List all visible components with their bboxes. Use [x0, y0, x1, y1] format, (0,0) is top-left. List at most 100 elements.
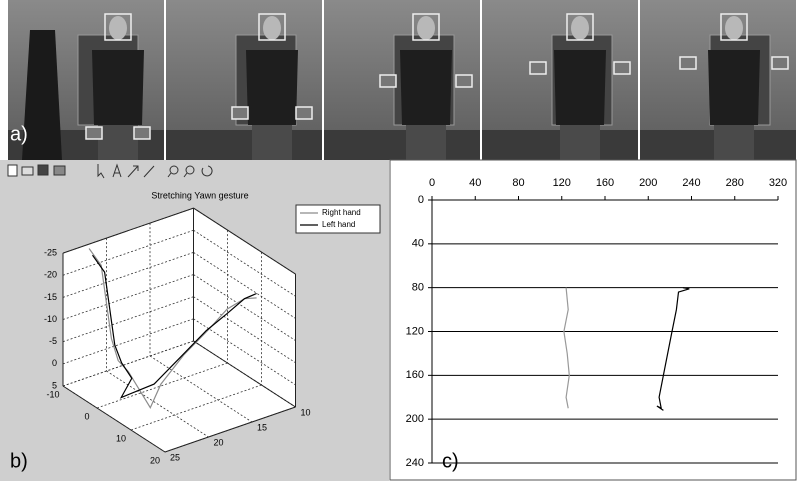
legend-label: Left hand — [322, 220, 355, 229]
hand-box — [295, 106, 313, 120]
bystander — [22, 30, 62, 160]
y-tick-label: 120 — [406, 325, 424, 337]
head — [725, 16, 743, 40]
grid-line — [149, 355, 253, 423]
floor — [324, 130, 480, 160]
body — [92, 50, 144, 125]
z-tick-label: -5 — [49, 336, 57, 346]
chart-title: Stretching Yawn gesture — [151, 190, 248, 200]
panel-label: c) — [442, 450, 459, 472]
head — [109, 16, 127, 40]
grid-line — [193, 296, 296, 364]
body — [554, 50, 606, 125]
x-tick-label: 160 — [596, 177, 614, 189]
grid-line — [62, 318, 194, 365]
grid-line — [106, 370, 209, 438]
head — [263, 16, 281, 40]
y-tick-label: 40 — [412, 238, 424, 250]
x-tick-label: 120 — [553, 177, 571, 189]
photo-strip — [8, 0, 796, 160]
body — [708, 50, 760, 125]
axis-edge — [62, 385, 166, 453]
x-tick-label: -10 — [46, 389, 59, 399]
hand-box — [379, 74, 397, 88]
z-tick-label: 0 — [52, 358, 57, 368]
grid-line — [62, 252, 194, 298]
axis-edge — [164, 406, 296, 453]
legs — [252, 125, 292, 160]
face-box — [720, 13, 748, 41]
hand-box — [771, 56, 789, 70]
panel-label: b) — [10, 450, 28, 472]
panel-label: a) — [10, 123, 28, 145]
x-tick-label: 0 — [429, 177, 435, 189]
legend-label: Right hand — [322, 208, 361, 217]
grid-line — [193, 252, 296, 319]
grid-line — [62, 296, 194, 343]
hand-box — [679, 56, 697, 70]
panel-c: 0 40 80 120 160 200 240 0 40 80 120 160 200 240 280 320 — [406, 177, 788, 469]
legs — [714, 125, 754, 160]
grid-line — [193, 318, 296, 386]
floor — [166, 130, 322, 160]
axis-edge — [62, 207, 194, 254]
grid-line — [193, 229, 296, 297]
floor — [63, 341, 296, 452]
hand-box — [133, 126, 151, 140]
axis-edge — [193, 340, 296, 408]
z-tick-label: -15 — [44, 292, 57, 302]
hand-box — [455, 74, 473, 88]
z-tick-label: -25 — [44, 247, 57, 257]
legend-box — [295, 204, 381, 234]
x-tick-label: 240 — [682, 177, 700, 189]
hand-box — [231, 106, 249, 120]
face-box — [258, 13, 286, 41]
x-tick-label: 200 — [639, 177, 657, 189]
y-tick-label: 15 — [257, 422, 267, 432]
hand-box — [613, 61, 631, 75]
hand-box — [85, 126, 103, 140]
body — [246, 50, 298, 125]
head — [417, 16, 435, 40]
z-tick-label: -20 — [44, 270, 57, 280]
face-box — [412, 13, 440, 41]
x-tick-label: 80 — [512, 177, 524, 189]
grid-line — [130, 384, 262, 431]
grid-line — [62, 340, 194, 387]
trajectory — [656, 287, 690, 411]
y-tick-label: 160 — [406, 369, 424, 381]
grid-line — [96, 362, 228, 409]
y-tick-label: 20 — [213, 437, 223, 447]
y-tick-label: 200 — [406, 413, 424, 425]
legs — [98, 125, 138, 160]
x-tick-label: 280 — [726, 177, 744, 189]
hand-box — [529, 61, 547, 75]
y-tick-label: 25 — [170, 452, 180, 462]
x-tick-label: 40 — [469, 177, 481, 189]
face-box — [566, 13, 594, 41]
x-tick-label: 10 — [116, 433, 126, 443]
y-tick-label: 80 — [412, 282, 424, 294]
head — [571, 16, 589, 40]
trajectory — [563, 287, 570, 409]
y-tick-label: 0 — [418, 194, 424, 206]
grid-line — [62, 274, 194, 320]
z-tick-label: -10 — [44, 314, 57, 324]
body — [400, 50, 452, 125]
toolbar — [7, 163, 213, 179]
y-tick-label: 10 — [300, 407, 310, 417]
grid-line — [193, 274, 296, 341]
axis-edge — [193, 207, 296, 275]
x-tick-label: 320 — [769, 177, 787, 189]
x-tick-label: 20 — [150, 455, 160, 465]
trajectory — [92, 254, 257, 399]
y-tick-label: 240 — [406, 457, 424, 469]
face-box — [104, 13, 132, 41]
z-tick-label: 5 — [52, 380, 57, 390]
legs — [406, 125, 446, 160]
x-tick-label: 0 — [84, 411, 89, 421]
grid-line — [62, 229, 194, 276]
legs — [560, 125, 600, 160]
